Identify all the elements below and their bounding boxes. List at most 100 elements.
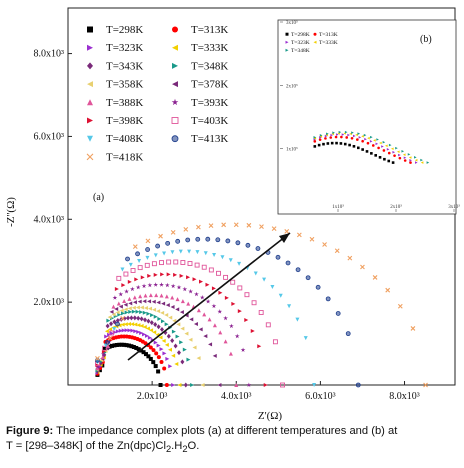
data-point [215,237,221,243]
data-point [182,347,187,352]
data-point [133,329,138,334]
data-point [123,322,128,327]
inset-point [319,133,323,137]
data-point [228,351,233,356]
legend-label: T=298K [106,24,143,36]
data-point [172,318,177,323]
data-point [144,262,150,268]
data-point [123,271,129,277]
data-point [104,329,109,334]
data-point [295,267,301,273]
data-point [147,273,152,278]
data-point [134,277,139,282]
inset-point [371,144,375,147]
legend-marker [87,117,93,124]
data-point [186,275,191,280]
data-point [159,282,164,287]
data-point [230,279,236,285]
data-point [156,300,161,305]
data-point [131,345,136,350]
inset-point [338,130,342,134]
data-point [244,317,249,322]
data-point [142,299,147,304]
data-point [158,335,163,340]
data-point [128,262,133,267]
inset-point [376,138,379,141]
legend-label: T=348K [191,60,228,72]
data-point [287,304,292,309]
data-point [148,306,153,311]
inset-legend-marker [285,48,289,52]
data-point [234,383,239,387]
data-point [137,299,142,304]
data-point [171,383,176,387]
data-point [115,329,120,334]
legend-entry: T=358K [87,79,143,91]
data-point [130,322,135,327]
inset-point [414,156,417,159]
data-point [133,322,138,327]
inset-point [352,145,356,148]
data-point [196,356,201,361]
inset-point [364,137,367,141]
inset-point [402,153,406,156]
data-point [143,352,148,357]
data-point [108,327,113,332]
data-point [218,290,223,295]
series-T=403K [94,259,285,388]
inset-legend-entry: T=313K [313,32,338,38]
data-point [135,284,141,290]
inset-point [426,161,430,164]
data-point [170,295,175,300]
series-T=358K [95,305,205,387]
data-point [138,294,143,299]
inset-point [383,157,386,161]
data-point [121,283,126,288]
data-point [112,295,118,300]
inset-legend-entry: T=298K [285,32,310,38]
inset-point [335,141,338,145]
legend-entry: T=323K [87,42,143,54]
inset-point [375,142,379,146]
data-point [229,323,234,329]
legend-label: T=418K [106,151,143,163]
data-point [109,309,114,314]
inset-point [398,156,402,160]
inset-point [407,153,411,156]
data-point [190,383,195,387]
data-point [114,307,119,312]
data-point [164,383,169,387]
data-point [143,293,148,298]
caption-lead: Figure 9: [6,425,54,437]
inset-point [377,146,380,150]
data-point [156,324,161,330]
inset-point [420,158,423,162]
inset-legend-label: T=298K [291,32,310,38]
data-point [170,305,175,310]
inset-x-tick-label: 2x10³ [390,204,402,210]
data-point [180,359,185,365]
data-point [124,288,129,294]
data-point [153,322,158,328]
inset-y-tick-label: 2x10³ [286,83,298,89]
inset-point [324,134,328,138]
inset-point [352,134,356,138]
data-point [334,248,340,254]
data-point [176,284,182,290]
legend-entry: T=403K [171,115,228,127]
data-point [149,328,154,333]
data-point [115,317,120,323]
inset-point [340,135,343,139]
data-point [153,364,158,369]
inset-legend-label: T=333K [319,40,338,46]
data-point [178,249,183,254]
legend-marker [87,99,93,106]
data-point [180,326,185,331]
data-point [121,328,126,333]
inset-point [361,148,364,151]
data-point [160,272,165,277]
data-point [152,330,157,335]
data-point [235,240,241,246]
data-point [175,334,180,339]
data-point [157,316,162,321]
